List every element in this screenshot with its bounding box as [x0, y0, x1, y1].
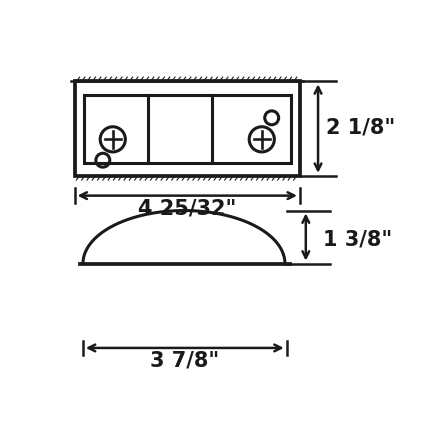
Text: 2 1/8": 2 1/8" — [326, 118, 396, 138]
Bar — [84, 95, 291, 163]
Bar — [75, 81, 300, 176]
Text: 4 25/32": 4 25/32" — [138, 198, 236, 218]
Text: 3 7/8": 3 7/8" — [150, 350, 219, 370]
Text: 1 3/8": 1 3/8" — [323, 230, 392, 250]
